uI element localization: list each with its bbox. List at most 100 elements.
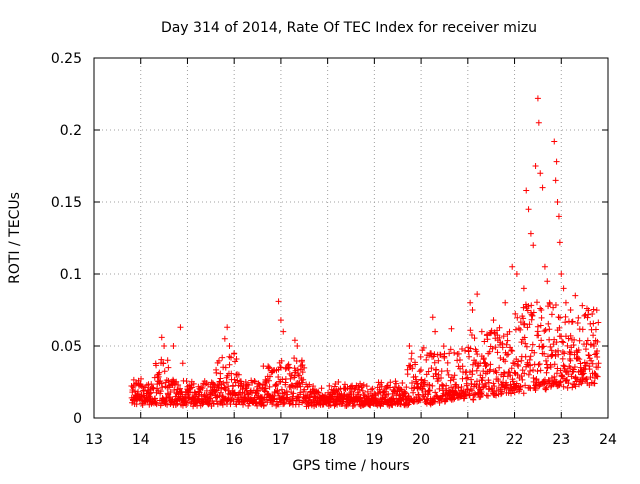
data-point xyxy=(494,349,501,356)
data-point xyxy=(383,383,390,390)
data-point xyxy=(541,328,548,335)
data-point xyxy=(467,299,474,306)
data-point xyxy=(503,341,510,348)
data-point xyxy=(594,353,601,360)
data-point xyxy=(133,401,140,408)
data-point xyxy=(483,383,490,390)
data-point xyxy=(490,317,497,324)
data-point xyxy=(559,338,566,345)
data-point xyxy=(291,355,298,362)
data-point xyxy=(519,367,526,374)
data-point xyxy=(493,392,500,399)
data-point xyxy=(297,383,304,390)
data-point xyxy=(429,382,436,389)
data-point xyxy=(502,299,509,306)
data-point xyxy=(147,389,154,396)
data-point xyxy=(418,386,425,393)
data-point xyxy=(378,383,385,390)
data-point xyxy=(157,378,164,385)
data-point xyxy=(300,376,307,383)
data-point xyxy=(533,299,540,306)
y-tick-label: 0.25 xyxy=(51,51,82,67)
data-point xyxy=(514,314,521,321)
data-point xyxy=(580,370,587,377)
data-point xyxy=(584,314,591,321)
data-point xyxy=(562,319,569,326)
data-point xyxy=(546,326,553,333)
data-point xyxy=(404,402,411,409)
data-point xyxy=(175,381,182,388)
x-tick-label: 20 xyxy=(412,432,430,448)
data-point xyxy=(440,383,447,390)
data-point xyxy=(171,387,178,394)
data-point xyxy=(443,382,450,389)
data-point xyxy=(542,326,549,333)
data-point xyxy=(352,385,359,392)
data-point xyxy=(537,367,544,374)
data-point xyxy=(567,307,574,313)
data-point xyxy=(508,390,515,397)
data-points-layer xyxy=(128,95,602,410)
data-point xyxy=(552,301,559,308)
data-point xyxy=(557,314,564,321)
data-point xyxy=(434,378,441,385)
data-point xyxy=(587,374,594,381)
data-point xyxy=(496,334,503,341)
data-point xyxy=(529,341,536,348)
data-point xyxy=(559,348,566,355)
data-point xyxy=(503,351,510,358)
data-point xyxy=(423,400,430,407)
data-point xyxy=(532,163,539,169)
data-point xyxy=(412,361,419,368)
data-point xyxy=(360,381,367,388)
data-point xyxy=(173,378,180,385)
data-point xyxy=(478,328,485,335)
data-point xyxy=(294,343,301,349)
data-point xyxy=(265,365,272,372)
data-point xyxy=(332,381,339,388)
data-point xyxy=(423,356,430,363)
data-point xyxy=(421,381,428,388)
data-point xyxy=(520,390,527,397)
data-point xyxy=(569,318,576,325)
data-point xyxy=(170,376,177,383)
data-point xyxy=(526,321,533,328)
data-point xyxy=(514,371,521,378)
data-point xyxy=(179,360,186,367)
data-point xyxy=(542,385,549,392)
data-point xyxy=(496,324,503,331)
data-point xyxy=(553,158,560,165)
data-point xyxy=(551,138,558,145)
data-point xyxy=(301,386,308,393)
data-point xyxy=(235,371,242,378)
data-point xyxy=(525,361,532,368)
data-point xyxy=(518,357,525,364)
data-point xyxy=(594,373,601,380)
data-point xyxy=(467,327,474,334)
data-point xyxy=(530,242,537,249)
data-point xyxy=(527,362,534,369)
x-tick-label: 14 xyxy=(132,432,150,448)
data-point xyxy=(287,375,294,382)
data-point xyxy=(278,357,285,364)
data-point xyxy=(159,384,166,391)
data-point xyxy=(327,402,334,409)
data-point xyxy=(368,386,375,393)
data-point xyxy=(483,362,490,369)
data-point xyxy=(593,307,600,314)
data-point xyxy=(570,366,577,373)
data-point xyxy=(581,312,588,319)
data-point xyxy=(417,397,424,404)
data-point xyxy=(501,370,508,377)
data-point xyxy=(537,322,544,329)
data-point xyxy=(359,387,366,394)
data-point xyxy=(343,402,350,409)
data-point xyxy=(254,402,261,409)
data-point xyxy=(447,346,454,353)
data-point xyxy=(188,381,195,388)
data-point xyxy=(554,365,561,372)
data-point xyxy=(593,372,600,379)
data-point xyxy=(387,379,394,386)
data-point xyxy=(431,359,438,366)
